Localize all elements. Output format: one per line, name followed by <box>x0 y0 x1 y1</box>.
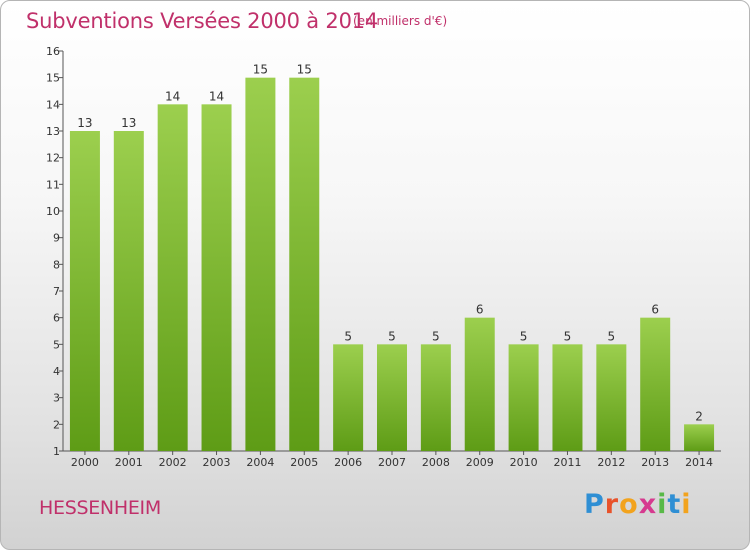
logo-letter: P <box>584 489 605 520</box>
bar-value-label: 5 <box>564 329 572 343</box>
bars: 13 13 14 14 15 15 5 5 5 6 5 5 5 6 2 <box>69 63 715 452</box>
bar-value-label: 13 <box>121 116 136 130</box>
bar-value-label: 6 <box>476 303 484 317</box>
bar-2013 <box>640 317 671 451</box>
y-tick-label: 7 <box>53 285 60 298</box>
y-tick-label: 2 <box>53 418 60 431</box>
bar-2012 <box>596 344 627 451</box>
bar-value-label: 2 <box>695 409 703 423</box>
bar-2008 <box>420 344 451 451</box>
proxiti-logo: Proxiti <box>584 489 692 520</box>
y-tick-label: 15 <box>46 72 60 85</box>
y-tick-label: 8 <box>53 258 60 271</box>
y-tick-label: 3 <box>53 392 60 405</box>
bar-2002 <box>157 104 188 451</box>
y-tick-label: 5 <box>53 338 60 351</box>
y-tick-label: 16 <box>46 45 60 58</box>
chart-subtitle: (en milliers d'€) <box>353 14 448 28</box>
x-tick-label: 2005 <box>290 456 318 469</box>
bar-value-label: 14 <box>165 89 180 103</box>
bar-2010 <box>508 344 539 451</box>
y-tick-label: 10 <box>46 205 60 218</box>
bar-value-label: 5 <box>608 329 616 343</box>
logo-letter: i <box>657 489 668 520</box>
x-tick-label: 2009 <box>466 456 494 469</box>
y-tick-label: 6 <box>53 312 60 325</box>
bar-2006 <box>333 344 364 451</box>
x-tick-label: 2006 <box>334 456 362 469</box>
bar-value-label: 14 <box>209 89 224 103</box>
x-tick-label: 2004 <box>246 456 274 469</box>
bar-value-label: 6 <box>651 303 659 317</box>
bar-2003 <box>201 104 232 451</box>
bar-value-label: 5 <box>432 329 440 343</box>
y-tick-label: 1 <box>53 445 60 458</box>
bar-2000 <box>69 131 100 451</box>
bar-2005 <box>289 77 320 452</box>
bar-value-label: 15 <box>297 63 312 77</box>
x-tick-label: 2007 <box>378 456 406 469</box>
logo-letter: i <box>681 489 692 520</box>
x-tick-label: 2011 <box>553 456 581 469</box>
x-tick-label: 2010 <box>510 456 538 469</box>
bar-2014 <box>684 424 715 451</box>
x-tick-label: 2001 <box>115 456 143 469</box>
x-tick-label: 2008 <box>422 456 450 469</box>
bar-2007 <box>377 344 407 451</box>
bar-2009 <box>464 317 495 451</box>
bar-2001 <box>113 131 144 451</box>
commune-name: HESSENHEIM <box>39 497 161 519</box>
y-tick-label: 11 <box>46 178 60 191</box>
x-tick-label: 2014 <box>685 456 713 469</box>
y-tick-label: 9 <box>53 232 60 245</box>
logo-letter: r <box>604 489 620 520</box>
bar-2004 <box>245 77 276 452</box>
x-tick-label: 2012 <box>597 456 625 469</box>
bar-2011 <box>552 344 583 451</box>
logo-letter: o <box>619 489 639 520</box>
y-tick-label: 14 <box>46 98 60 111</box>
logo-letter: x <box>638 489 658 520</box>
bar-value-label: 5 <box>388 329 396 343</box>
logo-letter: t <box>667 489 682 520</box>
x-tick-label: 2013 <box>641 456 669 469</box>
y-tick-label: 13 <box>46 125 60 138</box>
x-tick-label: 2003 <box>203 456 231 469</box>
y-tick-label: 4 <box>53 365 60 378</box>
chart-title: Subventions Versées 2000 à 2014 <box>26 9 379 33</box>
x-tick-label: 2000 <box>71 456 99 469</box>
bar-value-label: 5 <box>344 329 352 343</box>
bar-value-label: 5 <box>520 329 528 343</box>
bar-value-label: 15 <box>253 63 268 77</box>
bar-value-label: 13 <box>77 116 92 130</box>
y-tick-label: 12 <box>46 152 60 165</box>
x-tick-label: 2002 <box>159 456 187 469</box>
